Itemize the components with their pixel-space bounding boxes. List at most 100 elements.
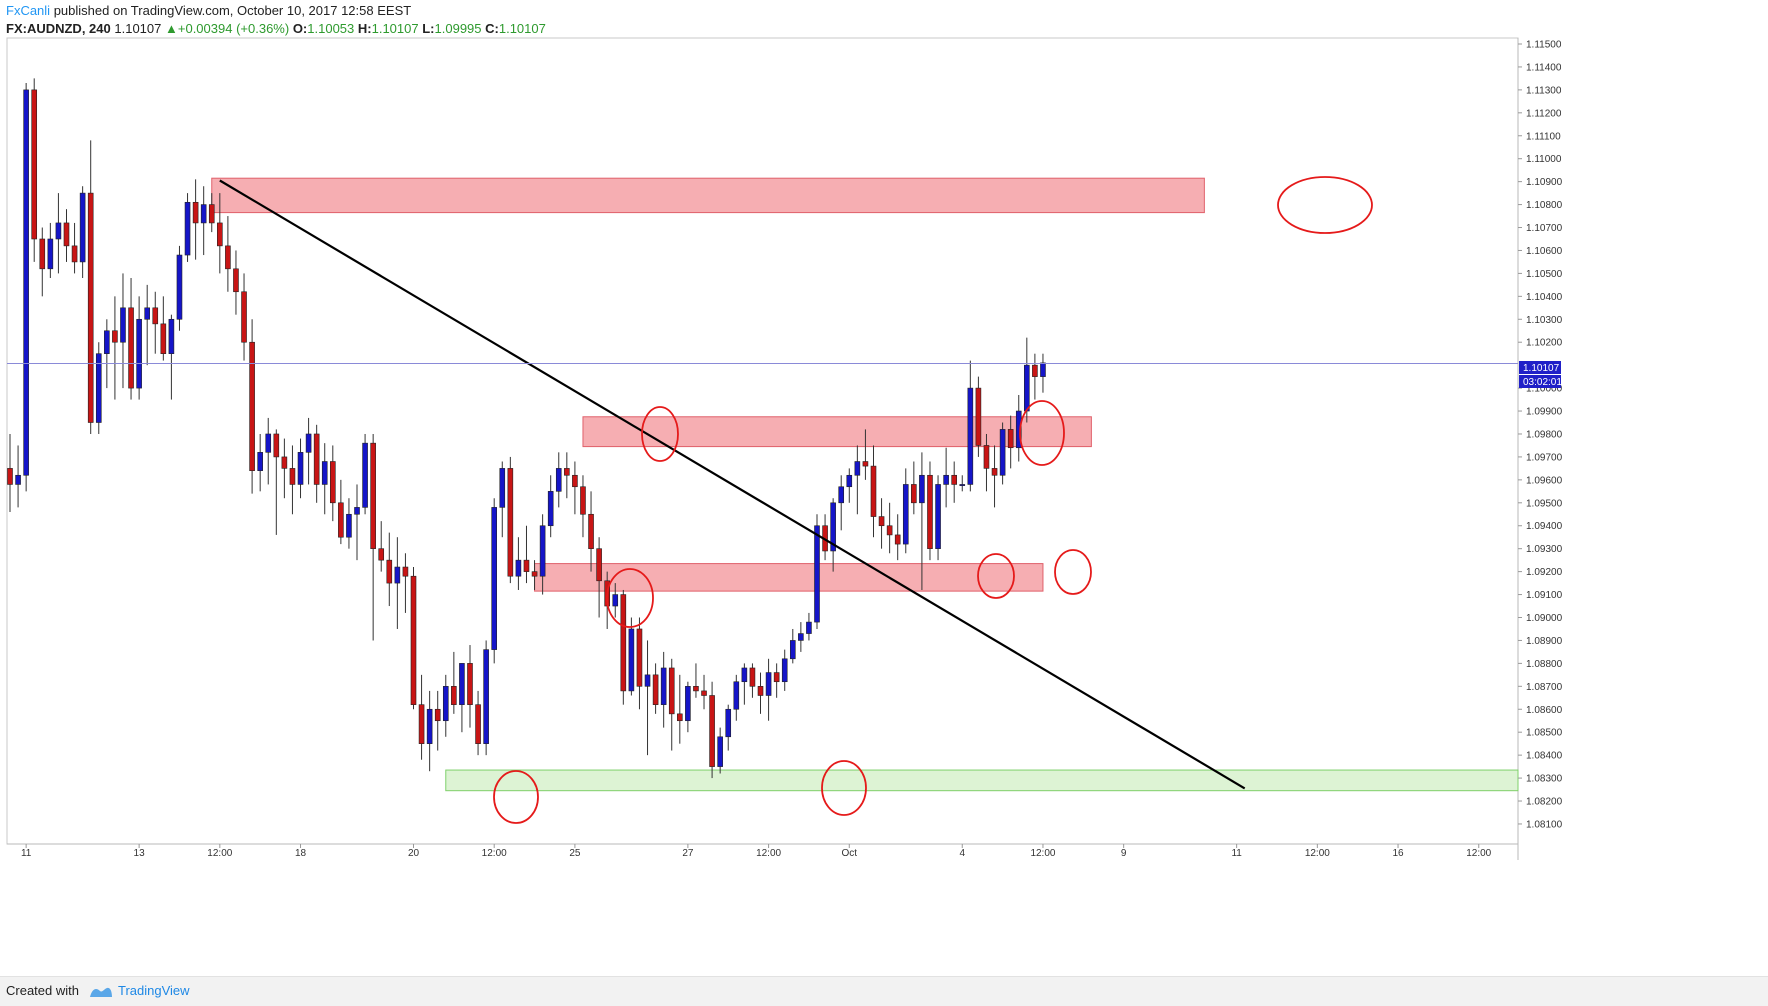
candle-body-39: [321, 461, 328, 485]
support-zone-1: [445, 769, 1519, 792]
price-tags: 1.10107 03:02:01: [1519, 361, 1562, 388]
candle-body-116: [943, 474, 949, 485]
candle-body-87: [709, 695, 715, 767]
candle-body-114: [927, 474, 933, 549]
candle-body-127: [1032, 364, 1038, 377]
candle-body-113: [919, 474, 925, 504]
candle-body-72: [588, 513, 594, 549]
x-tick-label-10: 4: [959, 848, 965, 859]
low-value: 1.09995: [434, 21, 482, 36]
candle-body-46: [378, 548, 385, 561]
y-tick-label-23: 1.09100: [1526, 590, 1563, 601]
candle-body-82: [668, 667, 675, 715]
candle-body-108: [878, 516, 885, 527]
y-tick-label-27: 1.08700: [1526, 682, 1563, 693]
time-axis[interactable]: 11 13 12:00 18 20 12:00 25 27 12:00 Oct 4 12:00 9 11 1…: [21, 844, 1492, 859]
y-tick-label-14: 1.10000: [1526, 384, 1563, 395]
resistance-zone-1: [211, 177, 1205, 214]
y-tick-label-12: 1.10300: [1526, 315, 1563, 326]
annotation-layer: [493, 176, 1373, 824]
annotation-circle-2: [641, 406, 679, 462]
candle-body-15: [128, 307, 134, 389]
candle-body-121: [983, 445, 990, 469]
y-tick-label-30: 1.08400: [1526, 751, 1563, 762]
y-tick-label-18: 1.09600: [1526, 475, 1563, 486]
x-tick-label-5: 12:00: [482, 848, 507, 859]
candle-body-122: [991, 468, 998, 476]
x-tick-label-11: 12:00: [1030, 848, 1055, 859]
countdown-tag: [1519, 375, 1561, 388]
high-label: H:: [357, 21, 372, 36]
candle-body-47: [386, 559, 393, 584]
candle-body-115: [935, 484, 941, 549]
y-tick-label-22: 1.09200: [1526, 567, 1563, 578]
x-tick-label-13: 11: [1231, 848, 1242, 859]
candle-body-54: [442, 686, 449, 722]
candle-body-69: [564, 468, 570, 476]
candle-body-110: [894, 534, 901, 545]
price-axis[interactable]: 1.11500 1.11400 1.11300 1.11200 1.11100 1.110…: [1518, 40, 1563, 831]
x-tick-label-12: 9: [1121, 848, 1127, 859]
candle-body-29: [241, 291, 247, 343]
y-tick-label-31: 1.08300: [1526, 774, 1563, 785]
resistance-zone-3: [534, 563, 1044, 592]
candle-body-52: [426, 708, 433, 744]
annotation-circle-8: [821, 760, 867, 816]
candle-body-35: [289, 468, 296, 485]
candle-body-43: [354, 507, 360, 515]
candle-body-109: [886, 525, 893, 536]
candle-body-6: [55, 222, 62, 240]
tradingview-brand-link[interactable]: TradingView: [118, 983, 190, 998]
candle-body-86: [701, 690, 707, 696]
footer-bar: Created with TradingView: [0, 976, 1768, 1006]
candle-body-75: [612, 594, 619, 607]
candle-body-18: [152, 307, 159, 325]
y-tick-label-0: 1.11500: [1526, 40, 1562, 51]
candle-body-85: [693, 686, 699, 692]
candle-body-5: [47, 238, 54, 270]
author-link[interactable]: FxCanli: [6, 3, 51, 18]
tradingview-logo-icon[interactable]: [89, 985, 113, 999]
y-tick-label-15: 1.09900: [1526, 407, 1563, 418]
candle-body-48: [394, 566, 401, 584]
annotation-circle-1: [1277, 176, 1373, 234]
candle-body-95: [773, 672, 780, 683]
candle-body-30: [249, 341, 255, 471]
candles-layer: [7, 78, 1046, 779]
y-tick-label-11: 1.10400: [1526, 292, 1563, 303]
candle-body-123: [999, 429, 1006, 476]
y-tick-label-25: 1.08900: [1526, 636, 1563, 647]
candle-body-106: [862, 461, 869, 467]
candle-body-91: [741, 667, 748, 683]
x-tick-label-4: 20: [408, 848, 420, 859]
candle-body-128: [1040, 362, 1046, 377]
candle-body-53: [434, 708, 441, 722]
candle-body-45: [370, 442, 376, 549]
candle-body-107: [870, 465, 877, 517]
candle-body-63: [515, 559, 522, 577]
y-tick-label-16: 1.09800: [1526, 429, 1563, 440]
y-tick-label-20: 1.09400: [1526, 521, 1563, 532]
candle-body-71: [580, 486, 586, 515]
candle-body-111: [902, 484, 909, 545]
candle-body-42: [346, 513, 352, 538]
candle-body-79: [644, 674, 651, 687]
candle-body-93: [757, 686, 764, 696]
candle-body-4: [39, 238, 46, 270]
candle-body-3: [31, 89, 38, 240]
close-value: 1.10107: [498, 21, 546, 36]
candle-body-9: [79, 192, 86, 263]
candle-body-103: [838, 486, 845, 504]
symbol-info: FX:AUDNZD, 240 1.10107 ▲+0.00394 (+0.36%…: [6, 20, 1746, 38]
y-tick-label-1: 1.11400: [1526, 62, 1562, 73]
low-label: L:: [422, 21, 435, 36]
x-tick-label-2: 12:00: [207, 848, 232, 859]
x-tick-label-7: 27: [682, 848, 694, 859]
candle-body-77: [628, 628, 635, 692]
y-tick-label-33: 1.08100: [1526, 819, 1563, 830]
x-tick-label-6: 25: [569, 848, 581, 859]
y-tick-label-19: 1.09500: [1526, 498, 1563, 509]
symbol-name[interactable]: FX:AUDNZD, 240: [6, 21, 111, 36]
candle-body-56: [459, 663, 465, 705]
price-chart[interactable]: 1.11500 1.11400 1.11300 1.11200 1.11100 1.110…: [0, 0, 1768, 976]
